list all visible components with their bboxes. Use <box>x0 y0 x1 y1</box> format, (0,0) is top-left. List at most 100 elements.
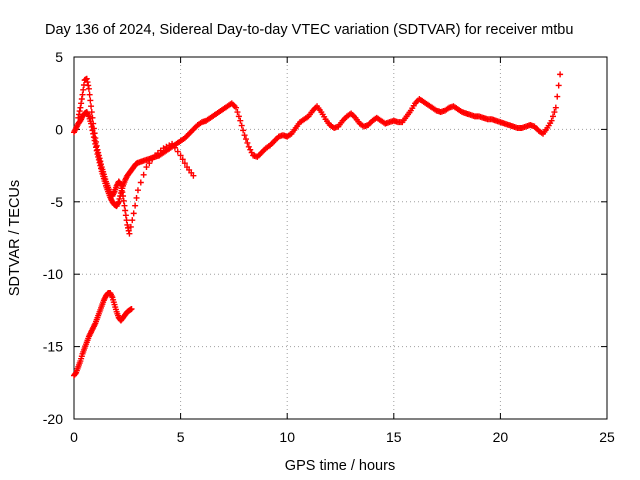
data-point <box>80 86 87 93</box>
data-point <box>241 132 248 139</box>
data-point <box>117 181 124 188</box>
grid-lines <box>74 57 607 419</box>
data-point <box>548 117 555 124</box>
data-point <box>127 223 134 230</box>
data-series-3 <box>71 290 135 379</box>
data-point <box>149 156 156 163</box>
y-tick-label: -5 <box>51 194 64 210</box>
data-point <box>96 155 103 162</box>
data-point <box>125 227 132 234</box>
x-tick-label: 25 <box>599 429 615 445</box>
data-point <box>146 160 153 167</box>
data-point <box>94 146 101 153</box>
data-point <box>93 138 100 145</box>
data-point <box>143 164 150 171</box>
y-tick-label: -15 <box>43 339 63 355</box>
data-point <box>91 130 98 137</box>
data-point <box>242 136 249 143</box>
data-point <box>190 172 197 179</box>
data-point <box>76 108 83 115</box>
x-tick-label: 0 <box>70 429 78 445</box>
data-points <box>71 71 564 379</box>
data-point <box>84 79 91 86</box>
y-tick-label: -20 <box>43 411 63 427</box>
x-tick-label: 20 <box>493 429 509 445</box>
data-point <box>137 179 144 186</box>
data-point <box>85 82 92 89</box>
data-point <box>181 160 188 167</box>
x-tick-label: 10 <box>279 429 295 445</box>
y-axis-label: SDTVAR / TECUs <box>7 180 23 296</box>
data-point <box>120 197 127 204</box>
data-point <box>88 103 95 110</box>
data-point <box>555 82 562 89</box>
data-point <box>87 97 94 104</box>
data-point <box>116 195 123 202</box>
x-tick-label: 15 <box>386 429 402 445</box>
data-point <box>75 114 82 121</box>
data-point <box>115 198 122 205</box>
axis-tick-labels: 0 5 10 15 20 25 5 0 -5 -10 -15 -20 <box>43 49 615 445</box>
data-series-2 <box>75 75 197 237</box>
data-point <box>240 127 247 134</box>
data-point <box>90 125 97 132</box>
data-point <box>98 161 105 168</box>
data-point <box>95 149 102 156</box>
data-point <box>122 207 129 214</box>
x-tick-label: 5 <box>177 429 185 445</box>
data-point <box>83 75 90 82</box>
x-axis-label: GPS time / hours <box>285 458 395 474</box>
data-point <box>117 180 124 187</box>
data-point <box>77 104 84 111</box>
data-point <box>93 142 100 149</box>
y-tick-label: -10 <box>43 266 63 282</box>
data-point <box>122 212 129 219</box>
data-point <box>88 109 95 116</box>
data-point <box>134 187 141 194</box>
data-point <box>551 109 558 116</box>
data-point <box>125 224 132 231</box>
data-point <box>123 217 130 224</box>
data-point <box>132 202 139 209</box>
axis-ticks <box>73 56 608 420</box>
data-point <box>133 194 140 201</box>
data-point <box>120 193 127 200</box>
data-point <box>89 114 96 121</box>
data-point <box>95 152 102 159</box>
data-point <box>118 185 125 192</box>
data-point <box>554 93 561 100</box>
data-point <box>129 217 136 224</box>
data-point <box>78 95 85 102</box>
data-point <box>169 140 176 147</box>
data-point <box>128 305 135 312</box>
data-point <box>92 135 99 142</box>
data-point <box>174 148 181 155</box>
data-point <box>140 171 147 178</box>
data-point <box>552 104 559 111</box>
chart-title: Day 136 of 2024, Sidereal Day-to-day VTE… <box>45 22 573 38</box>
data-point <box>244 139 251 146</box>
data-point <box>130 210 137 217</box>
data-point <box>179 156 186 163</box>
data-point <box>235 113 242 120</box>
data-point <box>124 221 131 228</box>
data-point <box>75 111 82 118</box>
data-point <box>549 113 556 120</box>
data-point <box>78 100 85 107</box>
data-point <box>79 91 86 98</box>
data-point <box>557 71 564 78</box>
data-point <box>90 120 97 127</box>
y-tick-label: 0 <box>55 121 63 137</box>
data-point <box>126 230 133 237</box>
data-point <box>233 104 240 111</box>
data-point <box>85 85 92 92</box>
data-point <box>234 109 241 116</box>
y-tick-label: 5 <box>55 49 63 65</box>
data-point <box>97 158 104 165</box>
data-point <box>119 189 126 196</box>
data-point <box>238 122 245 129</box>
data-point <box>171 144 178 151</box>
data-point <box>237 117 244 124</box>
